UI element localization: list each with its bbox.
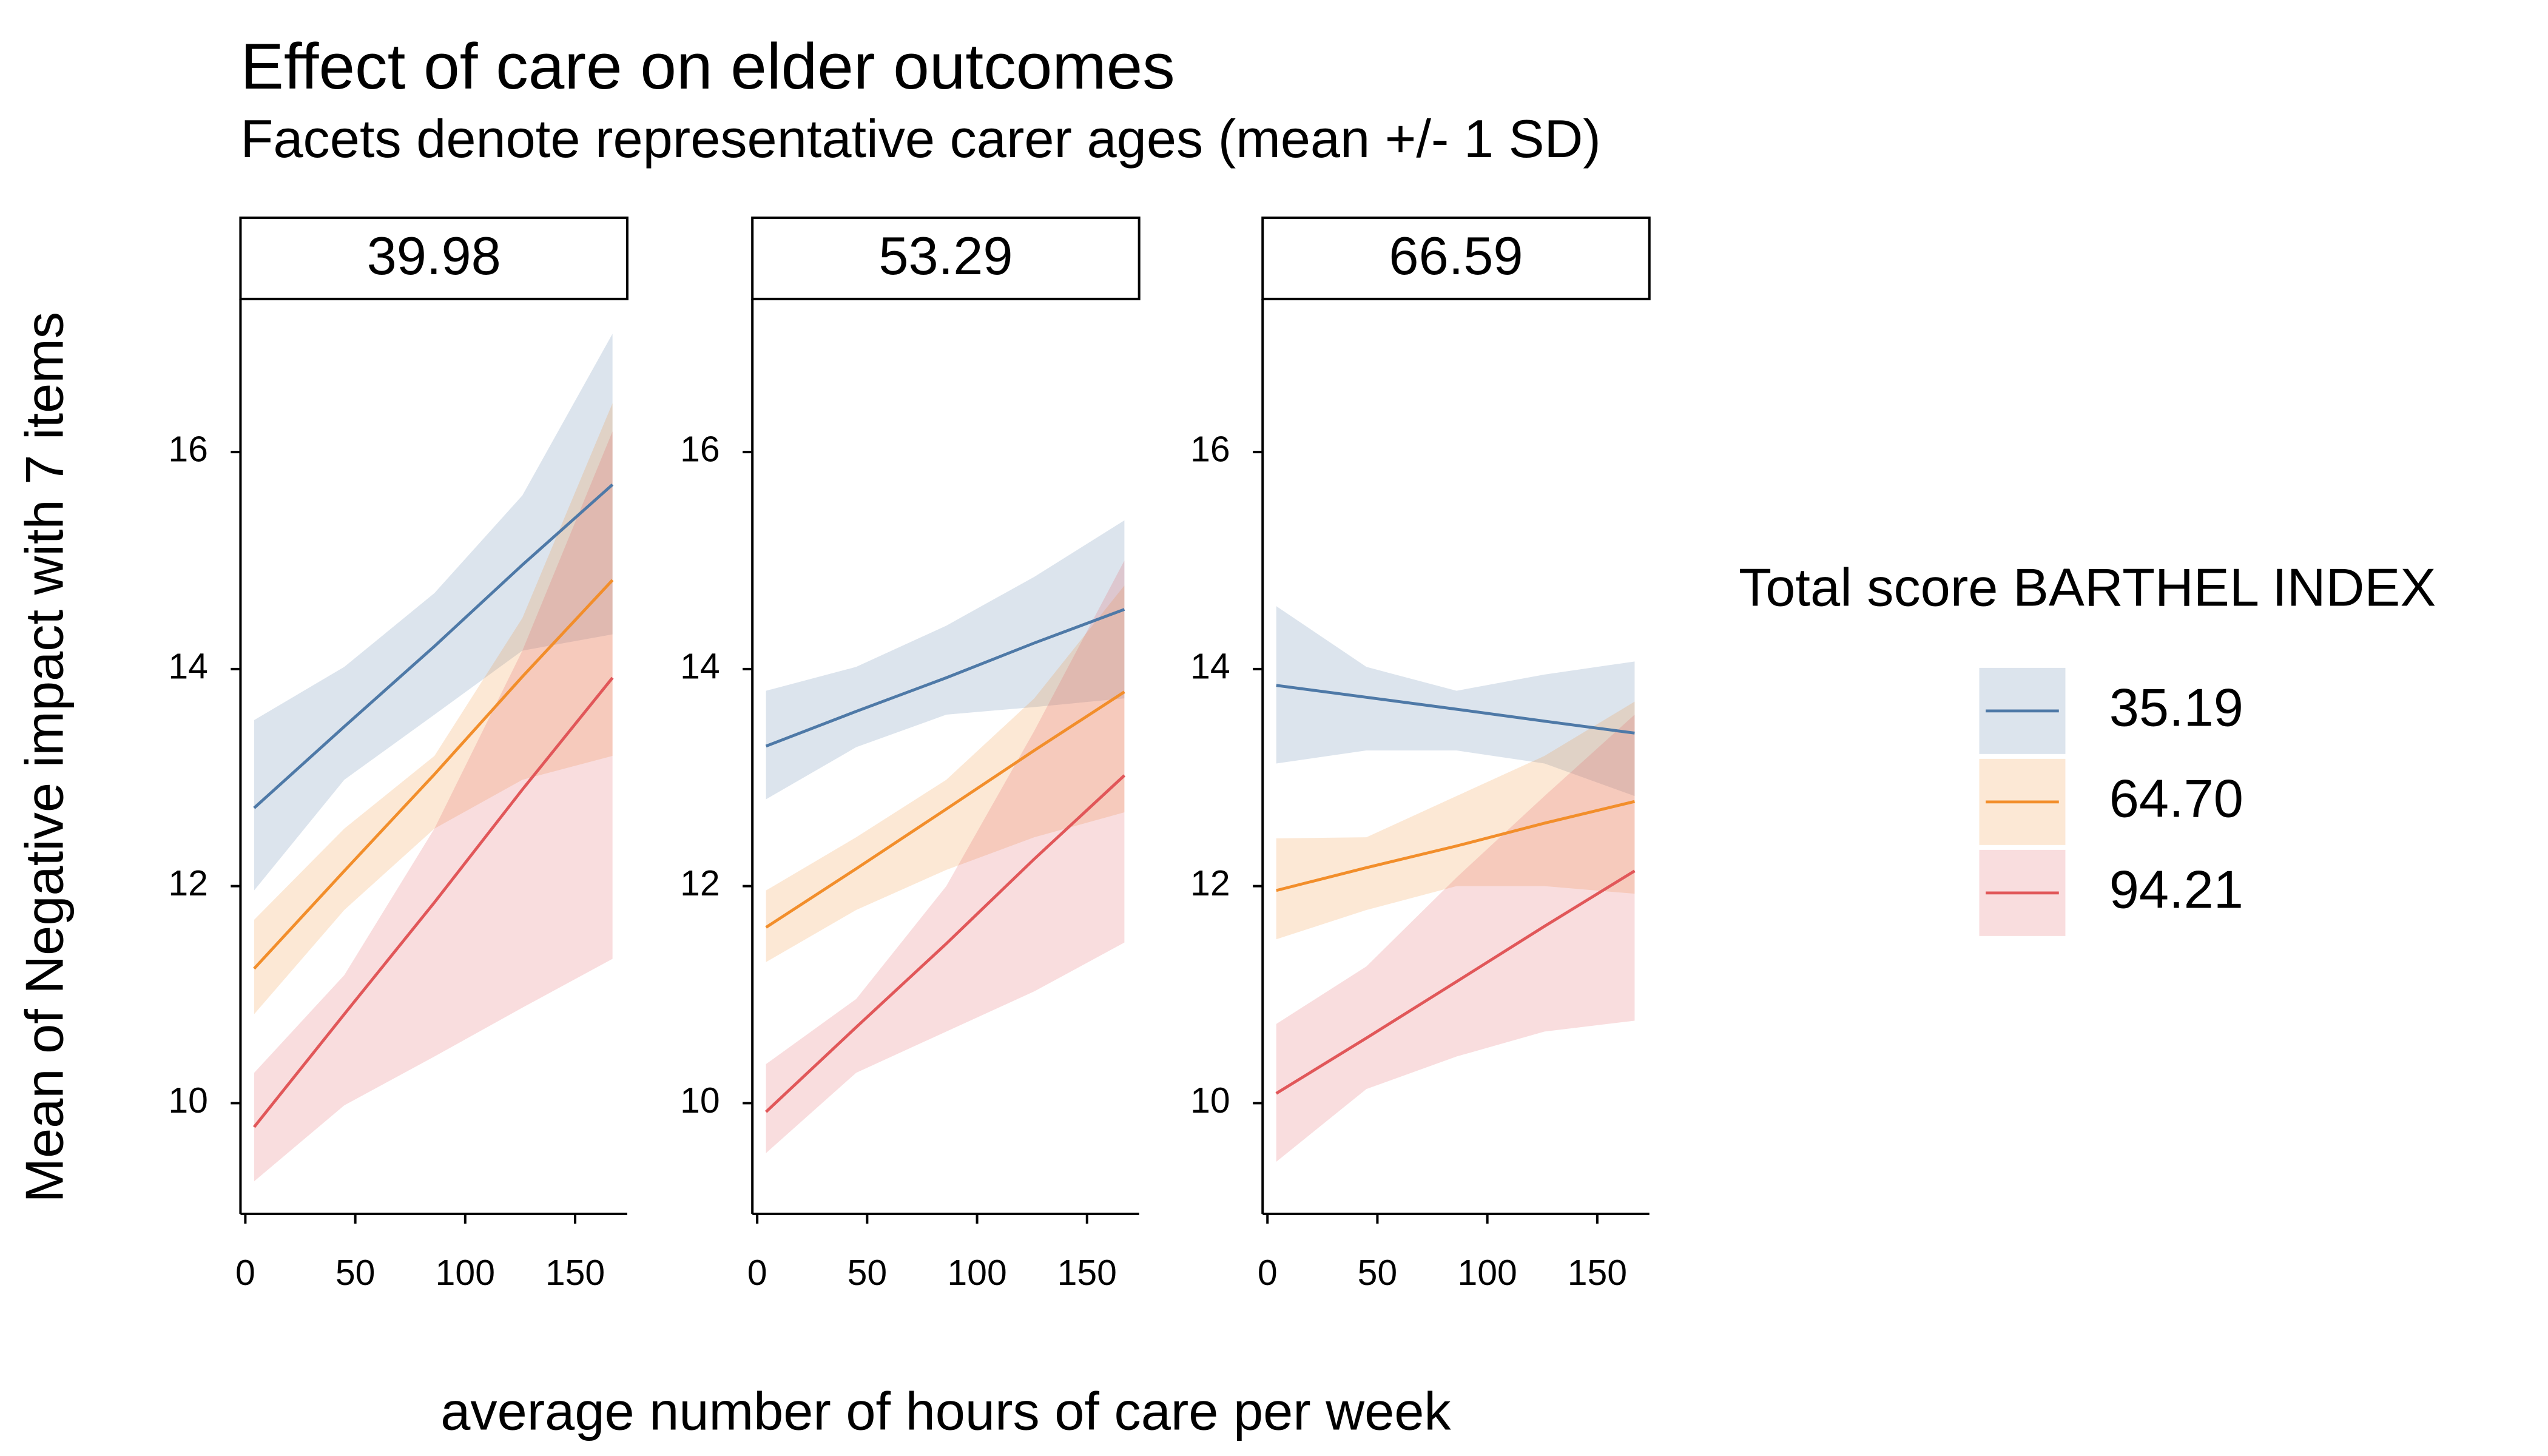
x-tick-label: 150 [545, 1253, 605, 1293]
y-tick-label: 14 [168, 647, 208, 686]
x-axis-label: average number of hours of care per week [440, 1381, 1451, 1441]
y-tick-label: 12 [680, 864, 720, 903]
y-axis-label: Mean of Negative impact with 7 items [15, 312, 75, 1203]
x-tick-label: 150 [1568, 1253, 1627, 1293]
series-line [253, 676, 614, 1128]
confidence-band [254, 403, 613, 1014]
facet-strip [751, 216, 1141, 300]
series-line [1276, 684, 1635, 735]
series-line [253, 579, 614, 970]
legend-label: 94.21 [2109, 860, 2243, 920]
facet-strip [1261, 216, 1651, 300]
y-tick-label: 12 [1190, 864, 1230, 903]
confidence-band [254, 334, 613, 891]
confidence-band [254, 431, 613, 1182]
y-tick-label: 16 [680, 430, 720, 470]
facet-strip [239, 216, 629, 300]
y-tick-label: 16 [168, 430, 208, 470]
series-line [253, 483, 614, 809]
x-tick-label: 50 [335, 1253, 376, 1293]
x-tick-label: 100 [436, 1253, 495, 1293]
y-tick-label: 10 [1190, 1081, 1230, 1121]
series-line [765, 608, 1125, 748]
x-tick-label: 0 [747, 1253, 767, 1293]
series-line [1276, 800, 1636, 892]
facet-label: 53.29 [878, 226, 1013, 286]
facet-label: 66.59 [1389, 226, 1523, 286]
legend-label: 35.19 [2109, 678, 2243, 738]
series-line [764, 774, 1126, 1113]
x-tick-label: 0 [235, 1253, 255, 1293]
x-tick-label: 50 [848, 1253, 888, 1293]
facet-label: 39.98 [367, 226, 501, 286]
x-tick-label: 100 [1457, 1253, 1517, 1293]
y-tick-label: 12 [168, 864, 208, 903]
x-tick-label: 150 [1057, 1253, 1117, 1293]
chart-subtitle: Facets denote representative carer ages … [240, 109, 1600, 169]
legend-title: Total score BARTHEL INDEX [1739, 557, 2436, 617]
y-tick-label: 10 [680, 1081, 720, 1121]
x-tick-label: 100 [947, 1253, 1006, 1293]
y-tick-label: 16 [1190, 430, 1230, 470]
y-tick-label: 10 [168, 1081, 208, 1121]
confidence-band [1276, 701, 1635, 940]
y-tick-label: 14 [1190, 647, 1230, 686]
confidence-band [1276, 715, 1635, 1162]
series-line [1275, 869, 1636, 1095]
confidence-band [766, 560, 1125, 1153]
chart-title: Effect of care on elder outcomes [240, 30, 1175, 103]
y-tick-label: 14 [680, 647, 720, 686]
confidence-band [1276, 606, 1635, 797]
confidence-band [766, 520, 1125, 800]
x-tick-label: 0 [1258, 1253, 1278, 1293]
series-line [765, 690, 1125, 929]
x-tick-label: 50 [1358, 1253, 1398, 1293]
legend-label: 64.70 [2109, 769, 2243, 829]
